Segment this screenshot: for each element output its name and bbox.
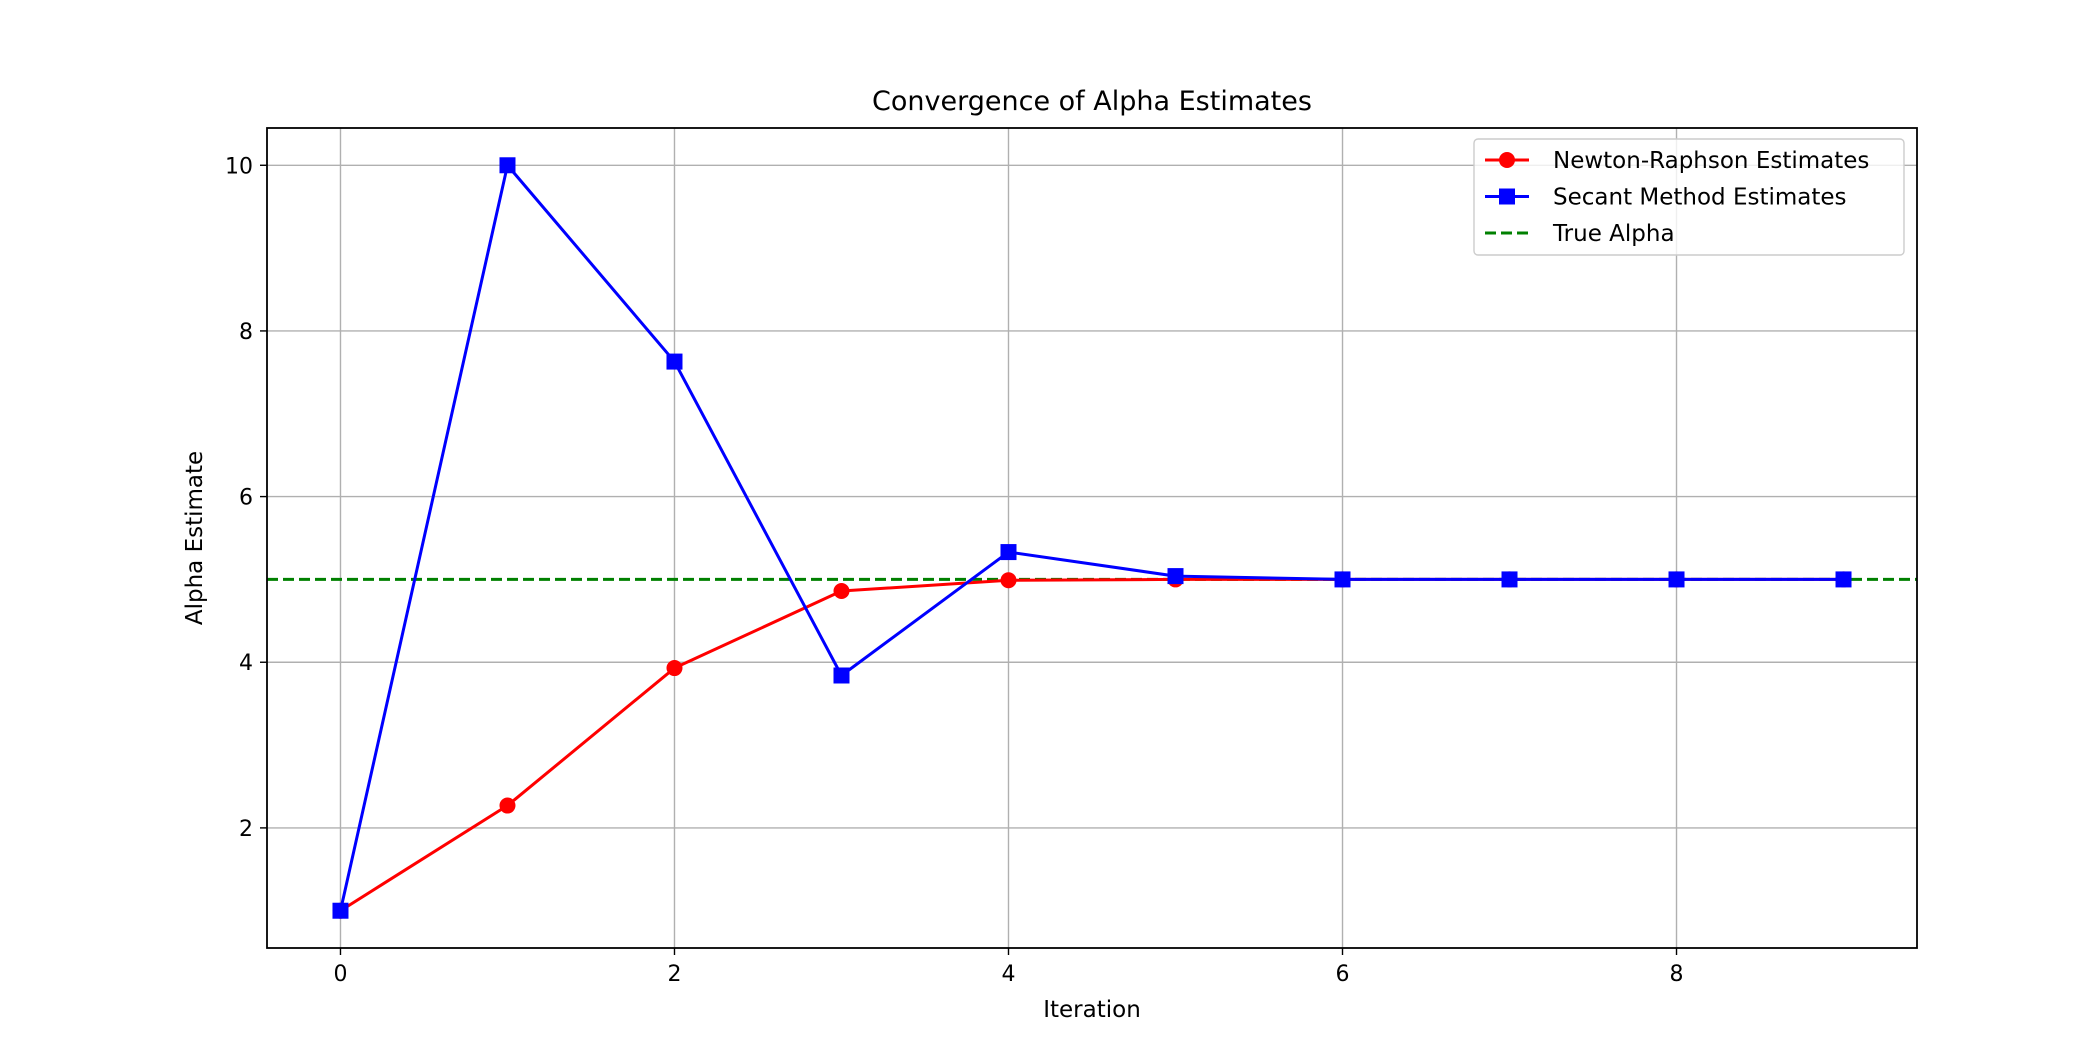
legend-marker <box>1499 152 1515 168</box>
axis-ticks: 0 2 4 6 8 2 4 6 8 10 <box>225 154 1684 987</box>
series-layer <box>332 157 1852 919</box>
x-tick-label: 2 <box>667 962 681 987</box>
plot-frame <box>266 127 1918 949</box>
data-point <box>1000 572 1017 589</box>
data-point <box>332 902 349 919</box>
y-tick-label: 4 <box>239 651 253 676</box>
y-axis-label: Alpha Estimate <box>182 451 208 625</box>
data-point <box>1334 571 1351 588</box>
data-point <box>499 157 516 174</box>
x-tick-label: 4 <box>1001 962 1015 987</box>
y-tick-label: 2 <box>239 817 253 842</box>
y-tick-label: 6 <box>239 486 253 511</box>
legend-box <box>1473 138 1905 256</box>
data-point <box>1167 568 1184 585</box>
legend-label: Newton-Raphson Estimates <box>1553 148 1869 174</box>
data-point <box>1668 571 1685 588</box>
legend-item: Secant Method Estimates <box>1485 185 1847 211</box>
data-point <box>1501 571 1518 588</box>
legend-label: True Alpha <box>1552 221 1675 247</box>
data-point <box>666 353 683 370</box>
x-axis-label: Iteration <box>1043 997 1141 1023</box>
data-point <box>1000 544 1017 561</box>
x-tick-label: 8 <box>1670 962 1684 987</box>
legend: Newton-Raphson Estimates Secant Method Es… <box>1473 138 1905 256</box>
legend-label: Secant Method Estimates <box>1553 185 1847 211</box>
x-tick-label: 6 <box>1336 962 1350 987</box>
series-line-1 <box>339 163 1844 912</box>
legend-marker <box>1499 188 1515 205</box>
y-tick-label: 8 <box>239 320 253 345</box>
data-point <box>666 660 683 677</box>
series-1 <box>332 157 1852 919</box>
data-point <box>833 667 850 684</box>
x-tick-label: 0 <box>333 962 347 987</box>
data-point <box>833 583 850 600</box>
data-point <box>499 797 516 814</box>
legend-item: Newton-Raphson Estimates <box>1485 148 1869 174</box>
data-point <box>1835 571 1852 588</box>
legend-item: True Alpha <box>1485 221 1675 247</box>
chart-title: Convergence of Alpha Estimates <box>872 86 1312 117</box>
y-tick-label: 10 <box>225 154 253 179</box>
